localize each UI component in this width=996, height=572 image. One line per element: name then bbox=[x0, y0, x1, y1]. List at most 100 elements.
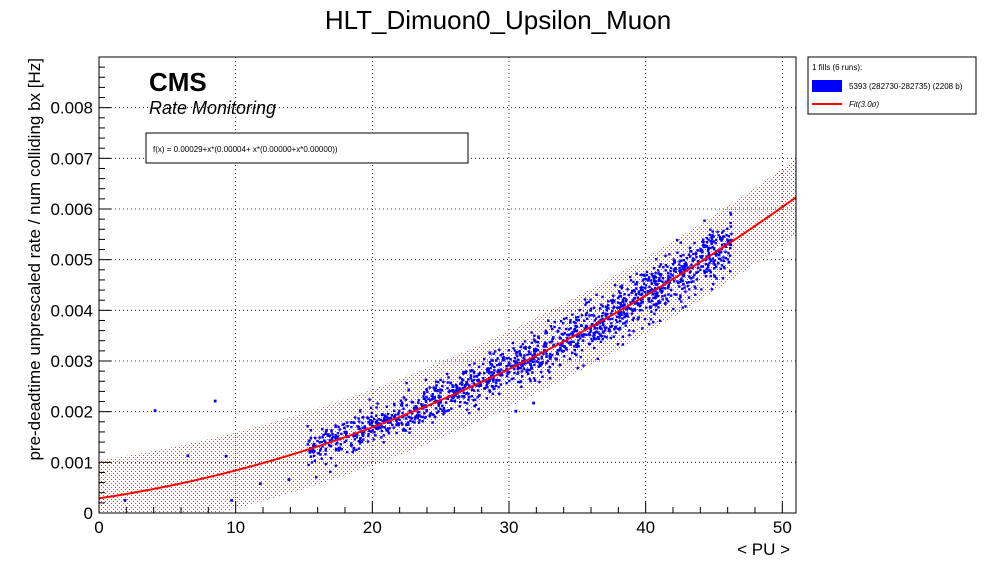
data-point bbox=[589, 330, 593, 333]
data-point bbox=[352, 421, 356, 424]
data-point bbox=[708, 258, 711, 261]
data-point bbox=[464, 371, 467, 375]
data-point bbox=[429, 399, 432, 402]
data-point bbox=[642, 282, 646, 285]
data-point bbox=[699, 268, 702, 271]
data-point bbox=[441, 409, 444, 412]
data-point bbox=[444, 401, 448, 404]
data-point bbox=[654, 258, 658, 261]
data-point bbox=[593, 338, 597, 341]
data-point bbox=[576, 342, 580, 345]
data-point bbox=[370, 411, 373, 415]
data-point bbox=[505, 374, 509, 378]
data-point bbox=[555, 351, 559, 355]
data-point bbox=[477, 379, 480, 383]
data-point bbox=[478, 371, 481, 375]
data-point bbox=[692, 280, 695, 283]
data-point bbox=[669, 266, 673, 270]
data-point bbox=[553, 320, 556, 324]
data-point bbox=[308, 450, 312, 453]
data-point bbox=[400, 402, 404, 405]
data-point bbox=[468, 363, 471, 367]
data-point bbox=[469, 377, 473, 380]
data-point bbox=[592, 332, 595, 335]
data-point bbox=[610, 325, 613, 328]
data-point bbox=[664, 254, 667, 257]
data-point bbox=[616, 327, 619, 331]
data-point bbox=[529, 379, 532, 383]
data-point bbox=[324, 453, 327, 456]
data-point bbox=[633, 296, 637, 300]
data-point bbox=[398, 409, 401, 413]
data-point bbox=[334, 425, 337, 429]
data-point bbox=[730, 232, 733, 235]
y-tick-label: 0.003 bbox=[50, 352, 93, 371]
data-point bbox=[582, 333, 586, 336]
data-point bbox=[402, 396, 405, 399]
data-point bbox=[649, 318, 653, 321]
data-point bbox=[575, 353, 578, 357]
data-point bbox=[656, 294, 659, 298]
data-point bbox=[388, 417, 391, 420]
data-point bbox=[666, 265, 669, 268]
data-point bbox=[579, 337, 582, 340]
data-point bbox=[644, 278, 648, 281]
data-point bbox=[692, 252, 695, 256]
data-point bbox=[683, 268, 687, 271]
data-point bbox=[334, 424, 337, 427]
data-point bbox=[599, 326, 602, 330]
data-point bbox=[375, 406, 378, 409]
data-point bbox=[422, 407, 425, 410]
data-point bbox=[629, 301, 632, 304]
data-point bbox=[653, 312, 656, 316]
data-point bbox=[336, 435, 340, 438]
data-point bbox=[708, 269, 712, 272]
data-point bbox=[656, 282, 659, 286]
data-point bbox=[385, 429, 388, 432]
data-point bbox=[712, 248, 716, 251]
data-point bbox=[536, 348, 540, 352]
data-point bbox=[565, 348, 568, 351]
data-point bbox=[417, 414, 420, 417]
data-point bbox=[350, 442, 353, 445]
data-point bbox=[379, 426, 382, 430]
data-point bbox=[715, 265, 718, 269]
data-point bbox=[537, 335, 540, 338]
data-point bbox=[395, 431, 398, 435]
data-point bbox=[693, 285, 696, 288]
data-point bbox=[640, 292, 644, 295]
data-point bbox=[410, 400, 413, 404]
data-point bbox=[373, 431, 376, 434]
data-point bbox=[590, 314, 594, 317]
data-point bbox=[578, 308, 582, 312]
data-point bbox=[402, 429, 405, 432]
data-point bbox=[556, 330, 559, 333]
data-point bbox=[481, 362, 485, 366]
data-point bbox=[384, 418, 388, 421]
data-point bbox=[615, 306, 619, 309]
data-point bbox=[607, 300, 610, 303]
data-point bbox=[669, 276, 672, 279]
data-point bbox=[589, 327, 592, 331]
data-point bbox=[711, 245, 714, 249]
data-point bbox=[657, 306, 660, 309]
data-point bbox=[472, 398, 475, 402]
data-point bbox=[372, 417, 376, 421]
data-point bbox=[339, 443, 343, 446]
data-point bbox=[470, 379, 474, 383]
data-point bbox=[404, 398, 407, 401]
data-point bbox=[476, 389, 480, 392]
data-point bbox=[703, 271, 706, 275]
fit-band bbox=[99, 159, 796, 513]
legend-label-fit: Fit(3.0σ) bbox=[849, 100, 879, 109]
data-point bbox=[455, 387, 459, 391]
data-point bbox=[713, 259, 717, 262]
data-point bbox=[628, 333, 631, 337]
data-point bbox=[679, 278, 683, 281]
data-point bbox=[561, 350, 564, 353]
data-point bbox=[589, 298, 592, 301]
data-point bbox=[310, 461, 314, 464]
data-point bbox=[431, 413, 434, 416]
data-point bbox=[664, 263, 668, 267]
